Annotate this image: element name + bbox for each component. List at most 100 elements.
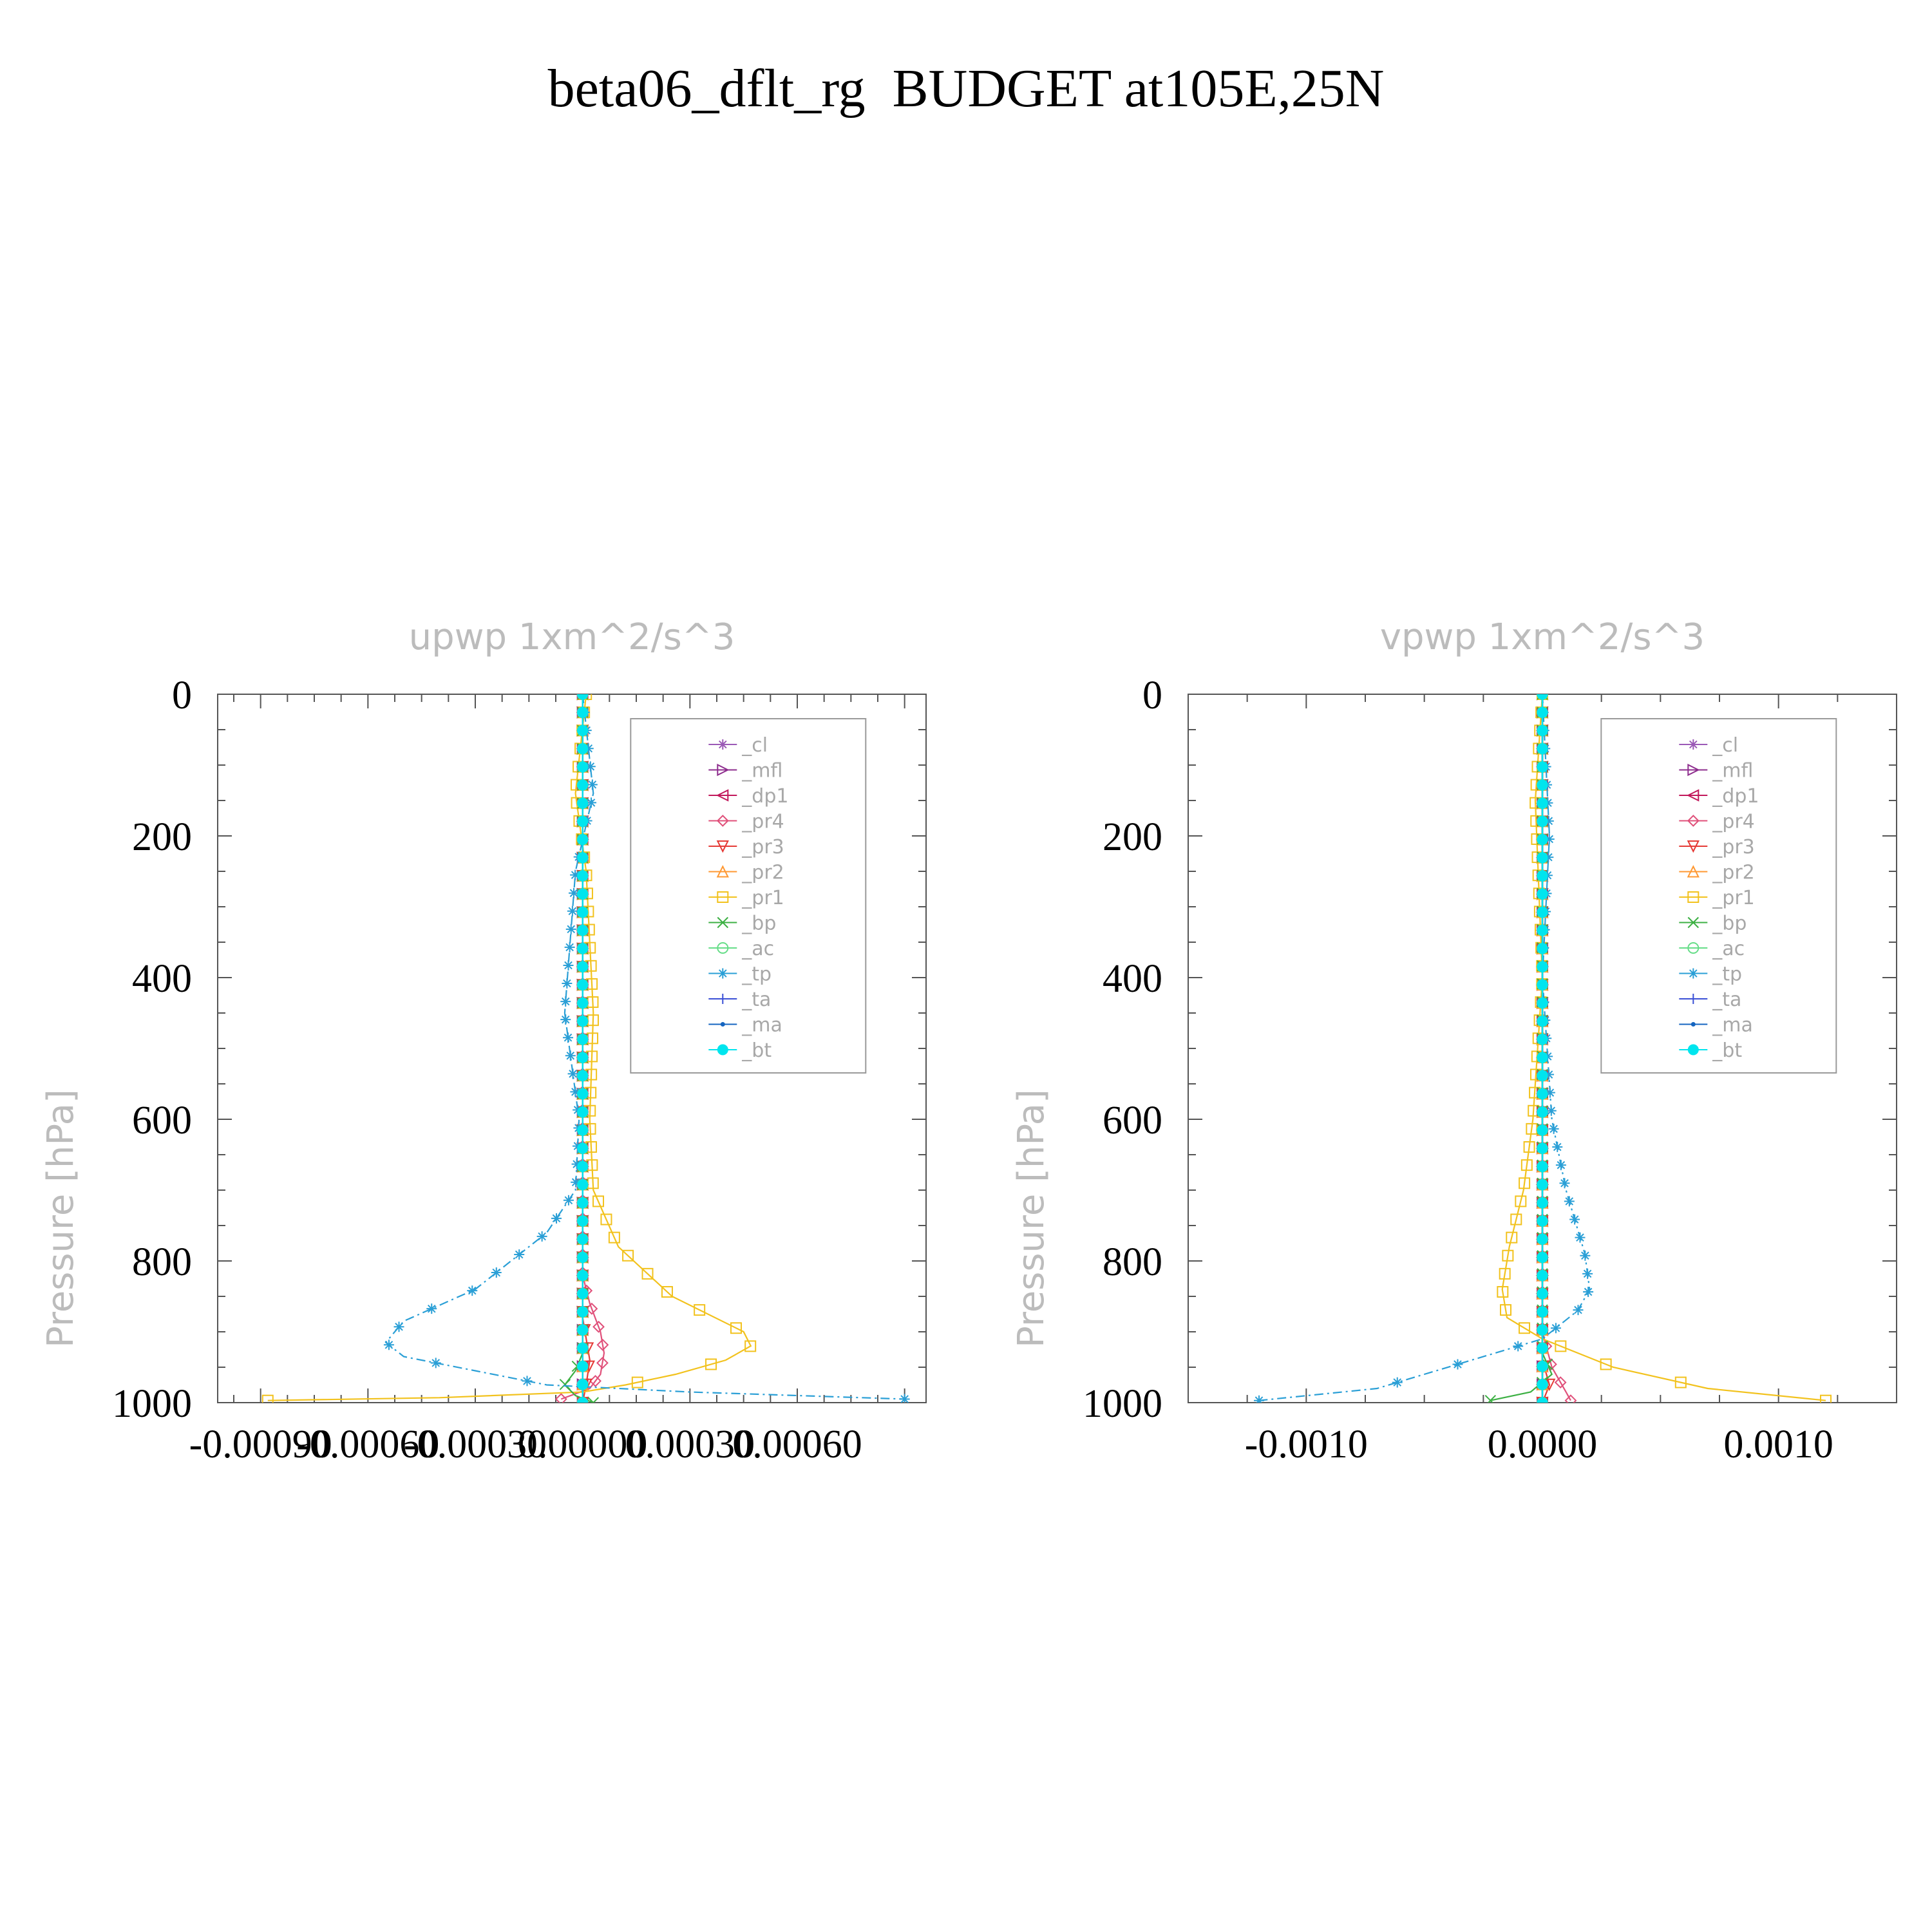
x-tick-label: 0.00060 [732,1423,862,1466]
series-bp-marker [559,1379,571,1390]
legend-label: _ma [1712,1014,1753,1037]
series-bt-marker [577,1142,589,1154]
series-bt-marker [577,1070,589,1081]
series-pr1-marker [694,1304,706,1316]
series-bt-marker [1537,834,1548,846]
legend-swatch-marker [1687,815,1700,827]
series-tp-marker [551,1213,562,1224]
series-bt-marker [1537,779,1548,791]
legend-label: _pr3 [741,836,784,858]
series-bt-marker [1537,1324,1548,1336]
series-bt-marker [1537,1160,1548,1172]
series-pr1-marker [1600,1358,1612,1370]
legend-label: _ta [1712,989,1741,1011]
legend-label: _bp [1712,913,1747,935]
series-tp-marker [1550,1323,1561,1334]
series-tp-marker [564,942,575,952]
series-bt-marker [577,961,589,972]
series-tp-marker [467,1285,478,1296]
series-bp-marker [1484,1394,1497,1403]
series-tp-marker [1569,1214,1580,1225]
series-pr1-marker [1523,1141,1535,1153]
series-bt-marker [577,1088,589,1100]
series-bt-marker [1537,1397,1548,1403]
series-bt-marker [577,1306,589,1318]
series-bt-marker [577,1215,589,1227]
chart-panel-2: vpwp 1xm^2/s^3 Pressure [hPa] 0 200 400 600 80… [1010,616,1897,1466]
series-bt-marker [1537,724,1548,736]
series-bt-marker [577,1270,589,1282]
y-tick-label: 0 [172,674,192,717]
legend-swatch-marker [717,763,730,777]
y-tick-label: 200 [132,815,192,859]
chart-panel-1: upwp 1xm^2/s^3 Pressure [hPa] 0 200 400 600 80… [40,616,927,1466]
legend-label: _tp [1712,963,1742,986]
panel-title: vpwp 1xm^2/s^3 [1380,616,1705,658]
series-pr1-marker [1499,1267,1511,1280]
series-tp-marker [1392,1377,1403,1388]
legend-swatch-marker [717,1044,728,1056]
series-tp-marker [1559,1178,1570,1189]
series-bt-marker [577,1342,589,1354]
legend-swatch-marker [1687,789,1700,802]
series-pr4-marker [592,1320,605,1333]
y-tick-label: 600 [1103,1099,1162,1142]
x-tick-label: -0.0010 [1245,1423,1368,1466]
series-bp-marker [587,1397,600,1403]
legend-label: _pr2 [741,862,784,884]
legend-swatch-marker [717,942,729,954]
legend-swatch-marker [717,739,728,750]
series-bt-marker [577,761,589,773]
series-pr1-marker [661,1285,673,1298]
legend-label: _bt [1712,1039,1742,1062]
series-bt-marker [577,979,589,990]
panel-title: upwp 1xm^2/s^3 [409,616,735,658]
series-group [261,694,910,1403]
legend-swatch-marker [1687,942,1700,954]
legend-swatch-marker [717,994,728,1004]
legend-label: _bp [741,913,776,935]
legend-swatch-marker [1688,968,1699,979]
series-bt-marker [1537,997,1548,1009]
series-tp-marker [587,779,598,790]
series-tp-marker [585,761,596,772]
legend-label: _pr3 [1712,836,1754,858]
series-bt-marker [1537,979,1548,990]
legend-swatch-marker [1688,739,1699,750]
y-tick-label: 400 [1103,957,1162,1001]
series-bt-marker [1537,706,1548,718]
series-bt-marker [577,925,589,936]
y-axis-label: Pressure [hPa] [40,1089,82,1348]
series-tp-marker [1546,1105,1557,1116]
series-tp-marker [563,1195,574,1206]
series-pr4-marker [596,1356,609,1369]
series-pr1-marker [1519,1322,1531,1334]
series-bt-marker [1537,815,1548,827]
series-pr1-marker [580,694,592,700]
series-tp-marker [1582,1268,1593,1279]
series-tp-marker [393,1321,404,1332]
x-tick-label: 0.00030 [625,1423,755,1466]
series-tp-marker [560,1014,571,1025]
legend-swatch-marker [1690,1022,1696,1027]
y-tick-label: 0 [1142,674,1162,717]
legend-swatch-marker [717,891,729,903]
series-bt-marker [1537,1142,1548,1154]
series-pr4-marker [1545,1358,1557,1370]
series-bt-marker [1537,1016,1548,1027]
legend-label: _mfl [741,760,782,782]
legend-label: _tp [741,963,772,986]
series-bt-marker [1537,1288,1548,1300]
series-tp-marker [569,887,580,898]
series-bt-marker [1537,797,1548,809]
series-bt-marker [577,1324,589,1336]
series-tp-marker [1543,852,1554,863]
series-pr1-marker [1555,1340,1567,1352]
series-bt-marker [1537,1088,1548,1100]
series-pr1-marker [1500,1304,1512,1316]
series-bt-marker [1537,1034,1548,1045]
x-tick-label: -0.00030 [404,1423,547,1466]
series-bt-marker [577,1361,589,1372]
series-bt-marker [577,1233,589,1245]
series-tp-marker [514,1249,525,1260]
